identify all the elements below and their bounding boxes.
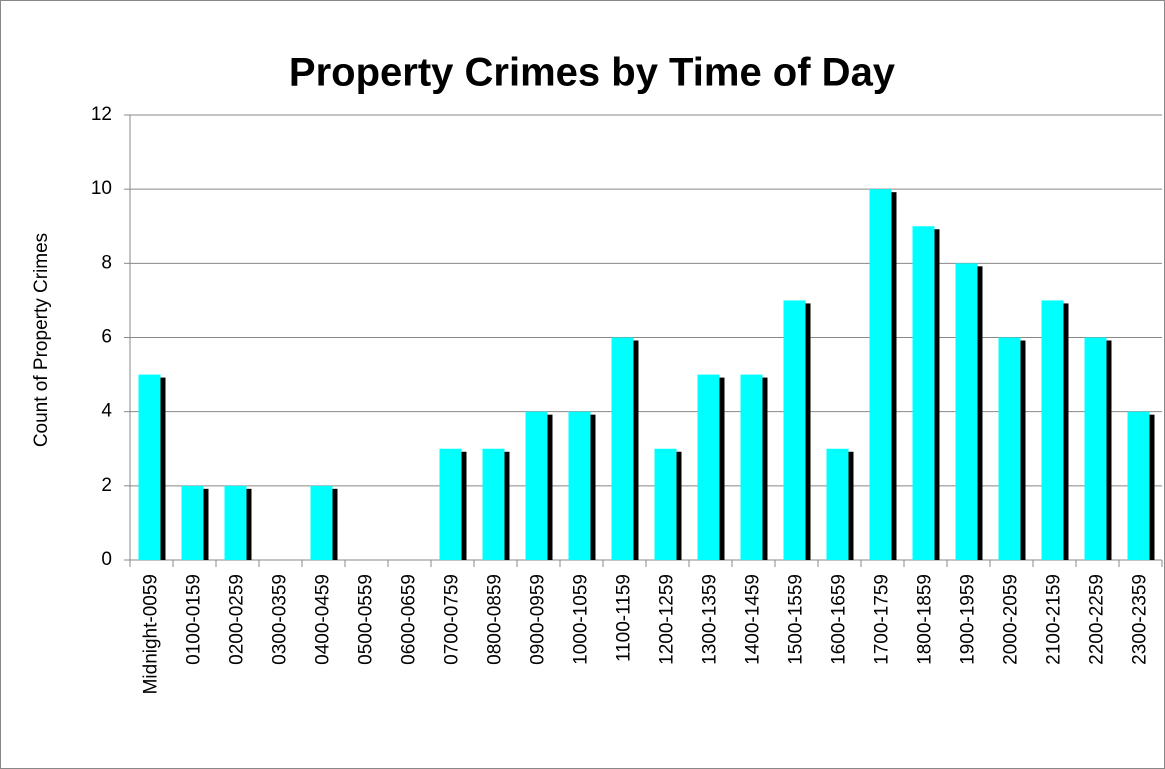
x-tick-label: 0400-0459: [313, 574, 334, 665]
y-tick-label: 12: [91, 104, 112, 125]
x-tick-label: 1800-1859: [915, 574, 936, 665]
y-tick-label: 10: [91, 178, 112, 199]
x-tick-label: 0500-0559: [356, 574, 377, 665]
x-tick-label: 1400-1459: [743, 574, 764, 665]
bar: [998, 337, 1021, 560]
bar: [697, 374, 720, 560]
x-tick-label: 1700-1759: [872, 574, 893, 665]
bar: [1041, 300, 1064, 560]
chart-title: Property Crimes by Time of Day: [289, 51, 896, 95]
bar: [482, 448, 505, 560]
x-tick-label: 0900-0959: [528, 574, 549, 665]
bar: [611, 337, 634, 560]
bar: [224, 485, 247, 560]
bar: [439, 448, 462, 560]
x-tick-label: 1200-1259: [657, 574, 678, 665]
x-tick-label: 1300-1359: [700, 574, 721, 665]
x-tick-label: 2200-2259: [1087, 574, 1108, 665]
x-tick-label: 2000-2059: [1001, 574, 1022, 665]
bar: [912, 226, 935, 560]
bar: [1084, 337, 1107, 560]
x-tick-label: 0300-0359: [270, 574, 291, 665]
x-tick-label: 2100-2159: [1044, 574, 1065, 665]
x-tick-label: Midnight-0059: [141, 574, 162, 694]
x-tick-label: 0100-0159: [184, 574, 205, 665]
x-tick-label: 0700-0759: [442, 574, 463, 665]
y-tick-label: 8: [101, 252, 112, 273]
x-tick-label: 1000-1059: [571, 574, 592, 665]
bar: [740, 374, 763, 560]
x-tick-label: 0800-0859: [485, 574, 506, 665]
bar: [826, 448, 849, 560]
y-tick-label: 6: [101, 327, 112, 348]
x-tick-label: 1600-1659: [829, 574, 850, 665]
bar: [138, 374, 161, 560]
x-tick-label: 1100-1159: [614, 574, 635, 662]
bar: [310, 485, 333, 560]
y-axis-title: Count of Property Crimes: [31, 233, 52, 447]
bar: [869, 189, 892, 560]
bar: [1127, 411, 1150, 560]
bar: [654, 448, 677, 560]
x-tick-label: 0600-0659: [399, 574, 420, 665]
y-tick-label: 4: [101, 401, 112, 422]
bar: [568, 411, 591, 560]
bar: [783, 300, 806, 560]
bar: [525, 411, 548, 560]
bar: [181, 485, 204, 560]
y-tick-label: 0: [101, 549, 112, 570]
x-tick-label: 2300-2359: [1130, 574, 1151, 665]
y-tick-label: 2: [101, 475, 112, 496]
x-tick-label: 1500-1559: [786, 574, 807, 665]
x-tick-label: 0200-0259: [227, 574, 248, 665]
bar: [955, 263, 978, 560]
x-tick-label: 1900-1959: [958, 574, 979, 665]
